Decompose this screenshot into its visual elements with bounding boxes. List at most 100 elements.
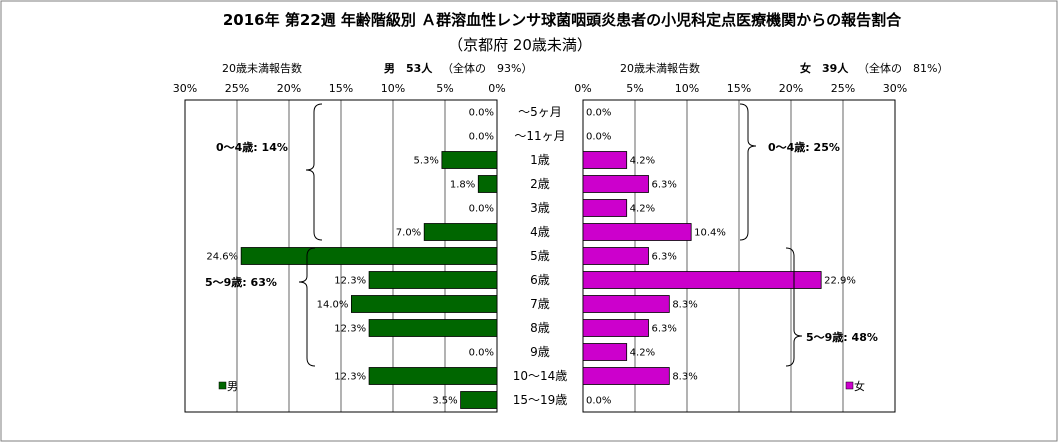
tick-label: 15% bbox=[329, 82, 353, 95]
category-label: 5歳 bbox=[530, 249, 550, 263]
female-bar bbox=[582, 343, 628, 361]
category-label: 9歳 bbox=[530, 345, 550, 359]
female-bracket-5-9 bbox=[785, 247, 803, 367]
tick-label: 5% bbox=[626, 82, 643, 95]
category-label: 7歳 bbox=[530, 297, 550, 311]
tick-label: 20% bbox=[779, 82, 803, 95]
legend-female-swatch bbox=[845, 381, 854, 390]
male-bar bbox=[240, 247, 498, 265]
male-header-label: 20歳未満報告数 bbox=[222, 62, 302, 75]
female-brackets bbox=[739, 103, 803, 367]
female-bar bbox=[582, 223, 692, 241]
category-labels: ～5ヶ月 ～11ヶ月 1歳 2歳 3歳 4歳 5歳 6歳 7歳 8歳 9歳 10～14歳 15～19歳 bbox=[513, 105, 568, 407]
male-annotation-0-4: 0～4歳: 14% bbox=[216, 140, 288, 154]
female-data-label: 4.2% bbox=[630, 156, 655, 167]
male-data-label: 7.0% bbox=[396, 228, 421, 239]
right-plot: 0.0% 0.0% 4.2% 6.3% 4.2% 10.4% 6.3% 22.9% 8.3% 6.… bbox=[582, 99, 896, 413]
female-header-stat: 女 39人 bbox=[800, 61, 849, 75]
legend-female: 女 bbox=[845, 379, 865, 393]
female-data-label: 4.2% bbox=[630, 204, 655, 215]
category-label: 6歳 bbox=[530, 273, 550, 287]
female-bar bbox=[582, 319, 649, 337]
male-bar bbox=[350, 295, 498, 313]
tick-label: 25% bbox=[831, 82, 855, 95]
female-header-note: （全体の 81%） bbox=[858, 61, 948, 75]
category-label: 10～14歳 bbox=[513, 369, 568, 383]
tick-label: 5% bbox=[436, 82, 453, 95]
male-data-label: 0.0% bbox=[469, 348, 494, 359]
female-data-label: 22.9% bbox=[824, 276, 856, 287]
chart-title: 2016年 第22週 年齢階級別 Ａ群溶血性レンサ球菌咽頭炎患者の小児科定点医療… bbox=[223, 11, 902, 29]
female-data-label: 0.0% bbox=[586, 132, 611, 143]
category-label: 8歳 bbox=[530, 321, 550, 335]
category-label: 15～19歳 bbox=[513, 393, 568, 407]
male-data-label: 14.0% bbox=[317, 300, 349, 311]
male-bar bbox=[460, 391, 498, 409]
tick-label: 10% bbox=[675, 82, 699, 95]
category-label: ～5ヶ月 bbox=[518, 105, 562, 119]
legend-male-swatch bbox=[218, 381, 227, 390]
category-label: 1歳 bbox=[530, 153, 550, 167]
chart-subtitle: （京都府 20歳未満） bbox=[448, 36, 592, 54]
axis-tick-labels: 30% 25% 20% 15% 10% 5% 0% 0% 5% 10% 15% 20% 25% 30% bbox=[173, 82, 907, 95]
female-bar bbox=[582, 199, 628, 217]
female-data-label: 6.3% bbox=[652, 180, 677, 191]
category-label: ～11ヶ月 bbox=[514, 129, 565, 143]
legend-male-label: 男 bbox=[227, 380, 238, 393]
male-data-label: 0.0% bbox=[469, 108, 494, 119]
tick-label: 20% bbox=[277, 82, 301, 95]
right-gridlines bbox=[634, 100, 844, 412]
category-label: 3歳 bbox=[530, 201, 550, 215]
female-data-label: 6.3% bbox=[652, 252, 677, 263]
female-data-label: 4.2% bbox=[630, 348, 655, 359]
male-data-label: 5.3% bbox=[413, 156, 438, 167]
legend-male: 男 bbox=[218, 380, 238, 393]
male-bar bbox=[477, 175, 498, 193]
male-header-stat: 男 53人 bbox=[384, 61, 433, 75]
female-bracket-0-4 bbox=[739, 103, 757, 241]
female-bars: 0.0% 0.0% 4.2% 6.3% 4.2% 10.4% 6.3% 22.9% 8.3% 6.… bbox=[582, 108, 856, 407]
male-bars: 0.0% 0.0% 5.3% 1.8% 0.0% 7.0% 24.6% 12.3% 14.0% 1… bbox=[206, 108, 498, 409]
category-label: 4歳 bbox=[530, 225, 550, 239]
female-annotation-5-9: 5～9歳: 48% bbox=[806, 330, 878, 344]
male-data-label: 0.0% bbox=[469, 204, 494, 215]
female-data-label: 10.4% bbox=[694, 228, 726, 239]
female-annotation-0-4: 0～4歳: 25% bbox=[768, 140, 840, 154]
male-bar bbox=[423, 223, 498, 241]
male-data-label: 1.8% bbox=[450, 180, 475, 191]
tick-label: 30% bbox=[883, 82, 907, 95]
male-bar bbox=[368, 367, 498, 385]
female-bar bbox=[582, 295, 670, 313]
male-brackets bbox=[298, 103, 323, 367]
category-label: 2歳 bbox=[530, 177, 550, 191]
female-bar bbox=[582, 247, 649, 265]
legend-female-label: 女 bbox=[854, 379, 865, 393]
female-bar bbox=[582, 175, 649, 193]
male-data-label: 12.3% bbox=[334, 324, 366, 335]
female-data-label: 8.3% bbox=[672, 300, 697, 311]
tick-label: 25% bbox=[225, 82, 249, 95]
female-data-label: 8.3% bbox=[672, 372, 697, 383]
male-data-label: 12.3% bbox=[334, 276, 366, 287]
female-bar bbox=[582, 271, 822, 289]
female-bar bbox=[582, 367, 670, 385]
male-data-label: 24.6% bbox=[206, 252, 238, 263]
male-data-label: 3.5% bbox=[432, 396, 457, 407]
tick-label: 15% bbox=[727, 82, 751, 95]
male-bar bbox=[368, 319, 498, 337]
male-data-label: 0.0% bbox=[469, 132, 494, 143]
male-header-note: （全体の 93%） bbox=[442, 61, 532, 75]
male-data-label: 12.3% bbox=[334, 372, 366, 383]
male-bracket-0-4 bbox=[305, 103, 323, 241]
tick-label: 0% bbox=[488, 82, 505, 95]
female-header-label: 20歳未満報告数 bbox=[620, 62, 700, 75]
female-data-label: 6.3% bbox=[652, 324, 677, 335]
male-annotation-5-9: 5～9歳: 63% bbox=[205, 275, 277, 289]
female-bar bbox=[582, 151, 628, 169]
tick-label: 30% bbox=[173, 82, 197, 95]
female-data-label: 0.0% bbox=[586, 108, 611, 119]
tick-label: 0% bbox=[574, 82, 591, 95]
male-bar bbox=[441, 151, 498, 169]
female-data-label: 0.0% bbox=[586, 396, 611, 407]
